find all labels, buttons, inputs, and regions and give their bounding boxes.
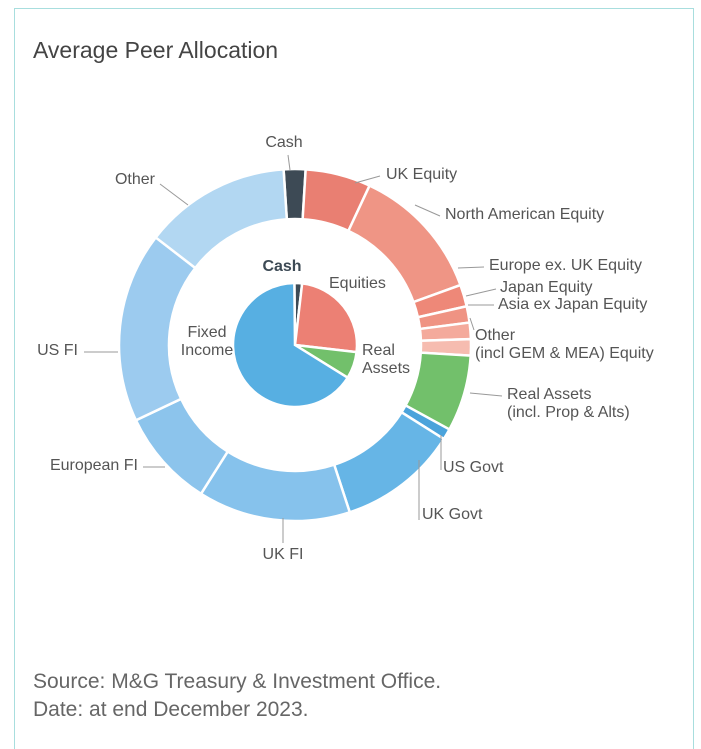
slice-label: UK Equity — [386, 166, 458, 183]
slice-label: UK FI — [262, 546, 304, 563]
leader-line — [469, 317, 475, 331]
slice-label: North American Equity — [445, 206, 605, 223]
card — [14, 8, 694, 749]
slice-label: Cash — [265, 134, 303, 151]
slice-label: Real Assets (incl. Prop & Alts) — [507, 386, 630, 421]
inner-label: Equities — [329, 275, 386, 292]
leader-line — [414, 204, 441, 217]
leader-line — [287, 154, 291, 171]
slice-label: European FI — [49, 457, 138, 474]
inner-label: Fixed Income — [180, 324, 234, 359]
leader-line — [354, 175, 381, 184]
slice-label: Japan Equity — [500, 279, 593, 296]
leader-line — [457, 266, 485, 269]
slice-label: US FI — [37, 342, 78, 359]
inner-label: Cash — [262, 258, 302, 275]
slice-label: Asia ex Japan Equity — [498, 296, 648, 313]
inner-slice — [293, 282, 359, 354]
leader-line — [465, 288, 497, 297]
slice-label: Other — [114, 171, 155, 188]
source-note: Source: M&G Treasury & Investment Office… — [33, 670, 442, 693]
outer-slice — [153, 168, 289, 270]
chart-title: Average Peer Allocation — [33, 37, 279, 63]
outer-slice — [199, 449, 352, 523]
slice-label: US Govt — [443, 459, 504, 476]
inner-label: Real Assets — [362, 342, 411, 377]
date-note: Date: at end December 2023. — [33, 698, 309, 721]
slice-label: Europe ex. UK Equity — [489, 257, 642, 274]
leader-line — [469, 392, 503, 397]
outer-slice — [332, 410, 446, 514]
slice-label: UK Govt — [422, 506, 483, 523]
leader-line — [159, 183, 189, 206]
inner-slice — [231, 281, 350, 409]
slice-label: Other (incl GEM & MEA) Equity — [475, 327, 654, 362]
